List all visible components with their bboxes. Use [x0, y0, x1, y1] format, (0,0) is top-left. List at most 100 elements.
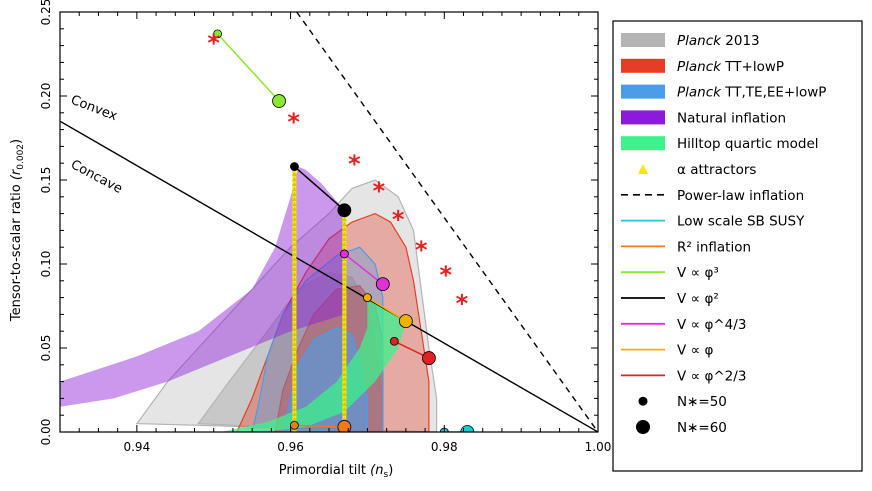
alpha-attractor-marker	[341, 342, 347, 346]
alpha-attractor-marker	[341, 322, 347, 326]
plot-content	[60, 12, 598, 432]
alpha-attractor-marker	[341, 382, 347, 386]
alpha-attractor-marker	[341, 307, 347, 311]
alpha-attractor-marker	[291, 397, 297, 401]
legend-label: Power-law inflation	[677, 188, 804, 204]
x-tick-label: 1.00	[585, 440, 612, 454]
star-marker-7: *	[456, 290, 469, 318]
alpha-attractor-marker	[291, 362, 297, 366]
alpha-attractor-marker	[291, 272, 297, 276]
alpha-attractor-marker	[291, 307, 297, 311]
alpha-attractor-marker	[291, 382, 297, 386]
legend-label: α attractors	[677, 162, 756, 178]
y-axis-sub: 0.002	[16, 144, 26, 170]
legend-label: Natural inflation	[677, 110, 786, 126]
alpha-attractor-marker	[341, 217, 347, 221]
alpha-attractor-marker	[341, 237, 347, 241]
y-axis-title-text: Tensor-to-scalar ratio	[9, 184, 24, 322]
legend-label: Planck 2013	[677, 33, 760, 49]
legend-swatch-fill	[621, 58, 665, 73]
alpha-attractor-marker	[291, 322, 297, 326]
series-point-n60-3	[398, 314, 413, 329]
legend-label: N∗=50	[677, 394, 727, 410]
star-marker-3: *	[373, 177, 386, 205]
alpha-attractor-marker	[341, 302, 347, 306]
alpha-attractor-marker	[291, 412, 297, 416]
legend-label: V ∝ φ^4/3	[677, 317, 746, 333]
alpha-attractor-marker	[291, 232, 297, 236]
legend-label: R² inflation	[677, 239, 751, 255]
alpha-attractor-marker	[341, 317, 347, 321]
alpha-attractor-marker	[291, 257, 297, 261]
x-axis-title-text: Primordial tilt	[279, 463, 366, 478]
alpha-attractor-marker	[341, 257, 347, 261]
alpha-attractor-marker	[291, 347, 297, 351]
star-marker-1: *	[287, 108, 300, 136]
y-tick-label: 0.05	[39, 335, 53, 362]
alpha-attractor-marker	[291, 177, 297, 181]
y-axis-close: )	[9, 139, 24, 144]
x-tick-label: 0.94	[123, 440, 150, 454]
star-marker-0: *	[207, 29, 220, 57]
alpha-attractor-marker	[291, 287, 297, 291]
alpha-attractor-marker	[341, 332, 347, 336]
legend-label: Low scale SB SUSY	[677, 214, 805, 230]
legend-label-italic: Planck	[677, 59, 722, 75]
legend-swatch-fill	[621, 136, 665, 151]
alpha-attractor-marker	[341, 327, 347, 331]
alpha-attractor-marker	[291, 197, 297, 201]
y-axis-title: Tensor-to-scalar ratio (r0.002)	[9, 139, 26, 322]
alpha-attractor-marker	[341, 387, 347, 391]
y-tick-label: 0.20	[39, 83, 53, 110]
alpha-attractor-marker	[291, 187, 297, 191]
legend-label: V ∝ φ^2/3	[677, 368, 746, 384]
alpha-attractor-marker	[341, 227, 347, 231]
alpha-attractor-marker	[341, 362, 347, 366]
x-axis-close: )	[388, 463, 393, 478]
alpha-attractor-marker	[291, 417, 297, 421]
legend-label-italic: Planck	[677, 85, 722, 101]
y-tick-label: 0.15	[39, 167, 53, 194]
alpha-attractor-marker	[291, 242, 297, 246]
alpha-attractor-marker	[291, 192, 297, 196]
alpha-attractor-marker	[341, 287, 347, 291]
alpha-attractor-marker	[291, 387, 297, 391]
alpha-attractor-marker	[341, 402, 347, 406]
alpha-attractor-marker	[341, 242, 347, 246]
alpha-attractor-marker	[291, 302, 297, 306]
alpha-attractor-marker	[291, 277, 297, 281]
alpha-attractor-marker	[341, 412, 347, 416]
alpha-attractor-marker	[291, 217, 297, 221]
legend-swatch-fill	[621, 33, 665, 47]
alpha-attractor-marker	[341, 367, 347, 371]
star-marker-5: *	[415, 236, 428, 264]
x-axis-sub: s	[383, 470, 388, 480]
x-axis-title: Primordial tilt (ns)	[279, 463, 394, 480]
alpha-attractor-marker	[291, 172, 297, 176]
y-tick-label: 0.00	[39, 419, 53, 446]
legend-swatch-fill	[621, 110, 665, 125]
alpha-attractor-marker	[341, 272, 347, 276]
alpha-attractor-marker	[291, 252, 297, 256]
alpha-attractor-marker	[291, 237, 297, 241]
series-point-n60-6	[337, 420, 352, 432]
x-tick-label: 0.96	[277, 440, 304, 454]
alpha-attractor-marker	[341, 407, 347, 411]
alpha-attractor-marker	[291, 297, 297, 301]
series-line-3	[367, 296, 407, 322]
legend-label-rest: 2013	[721, 33, 760, 49]
alpha-attractor-marker	[291, 222, 297, 226]
alpha-attractor-marker	[341, 347, 347, 351]
alpha-attractor-marker	[291, 367, 297, 371]
alpha-attractor-marker	[291, 262, 297, 266]
alpha-attractor-marker	[341, 292, 347, 296]
legend-label: V ∝ φ²	[677, 291, 719, 307]
alpha-attractor-marker	[341, 222, 347, 226]
series-point-n50-6	[290, 420, 299, 430]
x-tick-label: 0.98	[431, 440, 458, 454]
line-phi2	[60, 120, 598, 432]
alpha-attractor-marker	[291, 327, 297, 331]
legend-swatch-dot-small	[638, 396, 648, 406]
legend-label: Planck TT+lowP	[677, 59, 784, 75]
